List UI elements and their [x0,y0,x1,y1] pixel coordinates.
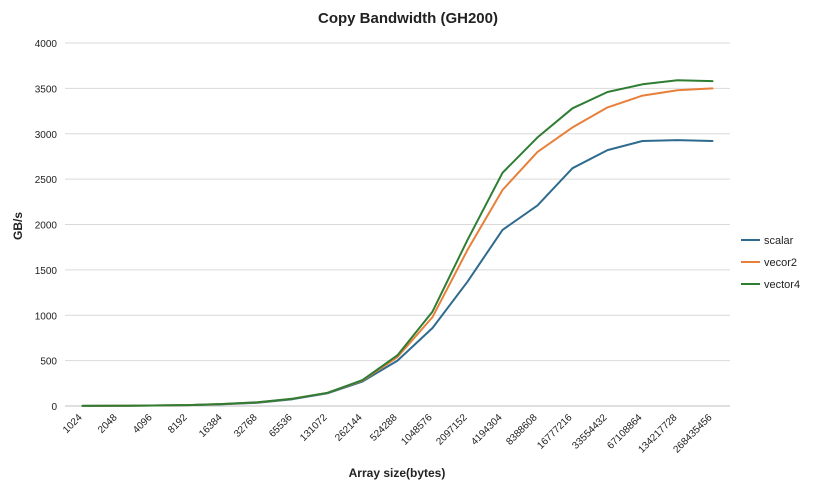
x-axis-ticks: 1024 2048 4096 8192 16384 32768 65536 131072 262… [61,412,715,455]
x-axis-title: Array size(bytes) [349,466,446,480]
y-axis-ticks: 0 500 1000 1500 2000 2500 3000 3500 4000 [35,39,58,413]
y-tick-label: 1000 [35,311,58,322]
x-tick-label: 1024 [61,412,85,436]
series-line-vector4 [81,79,714,407]
x-tick-label: 262144 [333,412,365,444]
series-lines [81,79,714,407]
y-tick-label: 2000 [35,221,58,232]
x-tick-label: 524288 [368,412,400,444]
x-tick-label: 16384 [197,412,225,440]
x-tick-label: 33554432 [570,412,610,452]
grid [65,42,730,407]
x-tick-label: 1048576 [399,412,435,448]
x-tick-label: 65536 [267,412,295,440]
y-tick-label: 4000 [35,39,58,50]
x-tick-label: 32768 [232,412,260,440]
x-tick-label: 8388608 [504,412,540,448]
series-line-vecor2 [81,87,714,407]
legend-label: vector4 [764,279,800,291]
chart-title: Copy Bandwidth (GH200) [318,10,498,27]
y-tick-label: 3500 [35,84,58,95]
series-line-scalar [81,139,714,407]
legend-label: scalar [764,235,794,247]
x-tick-label: 2048 [96,412,120,436]
y-axis-title: GB/s [11,212,25,240]
x-tick-label: 4194304 [469,412,505,448]
x-tick-label: 4096 [131,412,155,436]
y-tick-label: 500 [40,357,57,368]
y-tick-label: 1500 [35,266,58,277]
x-tick-label: 16777216 [535,412,575,452]
y-tick-label: 3000 [35,130,58,141]
legend: scalar vecor2 vector4 [741,235,800,291]
x-tick-label: 8192 [166,412,190,436]
y-tick-label: 2500 [35,175,58,186]
y-tick-label: 0 [51,402,57,413]
legend-label: vecor2 [764,257,797,269]
x-tick-label: 131072 [298,412,330,444]
x-tick-label: 2097152 [434,412,470,448]
